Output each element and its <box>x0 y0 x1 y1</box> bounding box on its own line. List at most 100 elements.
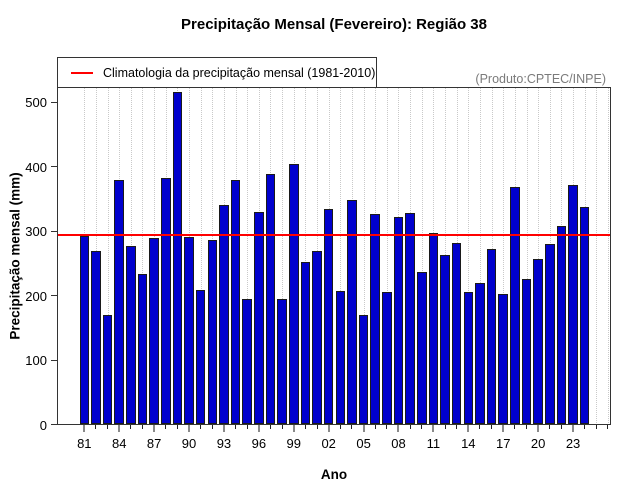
y-tick-label-300: 300 <box>25 224 47 240</box>
x-tick-2024 <box>584 425 586 429</box>
x-tick-2001 <box>316 425 318 429</box>
x-tick-2016 <box>491 425 493 429</box>
bar-1999 <box>288 164 299 425</box>
x-tick-label-2002: 02 <box>321 436 336 451</box>
gridline-2017 <box>503 87 505 425</box>
x-tick-label-2008: 08 <box>391 436 406 451</box>
x-tick-2004 <box>351 425 353 429</box>
legend-label: Climatologia da precipitação mensal (198… <box>103 65 376 80</box>
x-tick-2023 <box>572 425 575 432</box>
x-tick-label-2014: 14 <box>461 436 476 451</box>
bar-1995 <box>242 298 252 425</box>
x-tick-2005 <box>362 425 365 432</box>
x-tick-1993 <box>222 425 225 432</box>
bar-2009 <box>405 213 415 425</box>
x-tick-1995 <box>246 425 248 429</box>
bar-2024 <box>579 207 590 425</box>
x-tick-label-2023: 23 <box>565 436 581 451</box>
x-tick-2017 <box>502 425 505 432</box>
gridline-2000 <box>305 87 307 425</box>
x-tick-2015 <box>479 425 481 429</box>
x-tick-1985 <box>130 425 132 429</box>
x-tick-2021 <box>549 425 551 429</box>
bar-1996 <box>254 211 264 425</box>
climatology-line-swatch <box>71 71 93 74</box>
bar-2000 <box>300 262 311 425</box>
x-tick-2002 <box>327 425 330 432</box>
x-tick-1988 <box>165 425 167 429</box>
y-tick-label-0: 0 <box>39 417 47 433</box>
bar-2001 <box>312 251 322 425</box>
bar-2013 <box>451 242 462 425</box>
x-tick-1983 <box>107 425 109 429</box>
x-tick-1982 <box>95 425 97 429</box>
x-tick-2009 <box>409 425 411 429</box>
bar-1992 <box>207 240 218 425</box>
x-tick-label-2011: 11 <box>426 436 441 451</box>
x-axis-title: Ano <box>320 467 348 482</box>
x-tick-1984 <box>118 425 121 432</box>
bar-2023 <box>568 184 578 425</box>
bar-1985 <box>126 245 136 425</box>
x-tick-label-1984: 84 <box>111 436 127 451</box>
bar-2020 <box>533 259 543 425</box>
x-tick-2018 <box>514 425 516 429</box>
gridline-2015 <box>479 87 481 425</box>
x-tick-1999 <box>292 425 295 432</box>
x-tick-label-1990: 90 <box>181 436 197 451</box>
bar-2012 <box>440 254 450 425</box>
y-tick-label-100: 100 <box>25 353 47 369</box>
gridline-2007 <box>386 87 388 425</box>
gridline-2005 <box>363 87 365 425</box>
bar-2022 <box>556 225 567 425</box>
bar-1982 <box>91 251 101 425</box>
x-tick-1981 <box>83 425 86 432</box>
bar-1998 <box>277 298 287 425</box>
x-tick-1997 <box>269 425 271 429</box>
gridline-1991 <box>200 87 202 425</box>
x-tick-2010 <box>421 425 423 429</box>
y-axis-title: Precipitação mensal (mm) <box>7 172 23 340</box>
y-tick-0 <box>51 424 57 425</box>
bar-1994 <box>230 180 241 425</box>
y-tick-200 <box>51 295 57 297</box>
bar-1981 <box>79 236 90 425</box>
produto-note: (Produto:CPTEC/INPE) <box>475 72 606 86</box>
x-tick-label-1993: 93 <box>216 436 232 451</box>
bar-2011 <box>428 233 439 425</box>
gridline-2020 <box>538 87 540 425</box>
bar-2018 <box>510 186 520 425</box>
x-tick-2008 <box>397 425 400 432</box>
bar-1993 <box>219 204 229 425</box>
gridline-2003 <box>340 87 342 425</box>
x-tick-2019 <box>526 425 527 429</box>
x-tick-label-1996: 96 <box>251 436 267 451</box>
bar-1989 <box>172 91 183 425</box>
gridline-1995 <box>247 87 249 425</box>
bar-1983 <box>102 314 113 425</box>
x-tick-label-2005: 05 <box>356 436 371 451</box>
bar-2004 <box>347 199 357 425</box>
x-tick-2014 <box>467 425 470 432</box>
y-tick-300 <box>51 230 57 232</box>
x-tick-label-2017: 17 <box>495 436 511 451</box>
gridline-2014 <box>468 87 470 425</box>
chart-title: Precipitação Mensal (Fevereiro): Região … <box>181 16 487 33</box>
bar-2021 <box>544 244 555 425</box>
x-tick-1992 <box>211 425 213 429</box>
bar-1986 <box>137 274 148 425</box>
x-tick-2012 <box>444 425 446 429</box>
bar-2006 <box>370 214 381 425</box>
x-tick-2011 <box>432 425 435 432</box>
bar-2010 <box>416 272 427 425</box>
bar-2003 <box>335 291 346 425</box>
y-tick-label-400: 400 <box>25 159 47 175</box>
x-tick-2025 <box>595 425 597 429</box>
x-tick-1990 <box>188 425 191 432</box>
x-tick-1991 <box>200 425 202 429</box>
bar-2017 <box>498 293 509 425</box>
x-tick-1998 <box>281 425 283 429</box>
x-tick-1989 <box>176 425 178 429</box>
x-tick-1987 <box>153 425 156 432</box>
